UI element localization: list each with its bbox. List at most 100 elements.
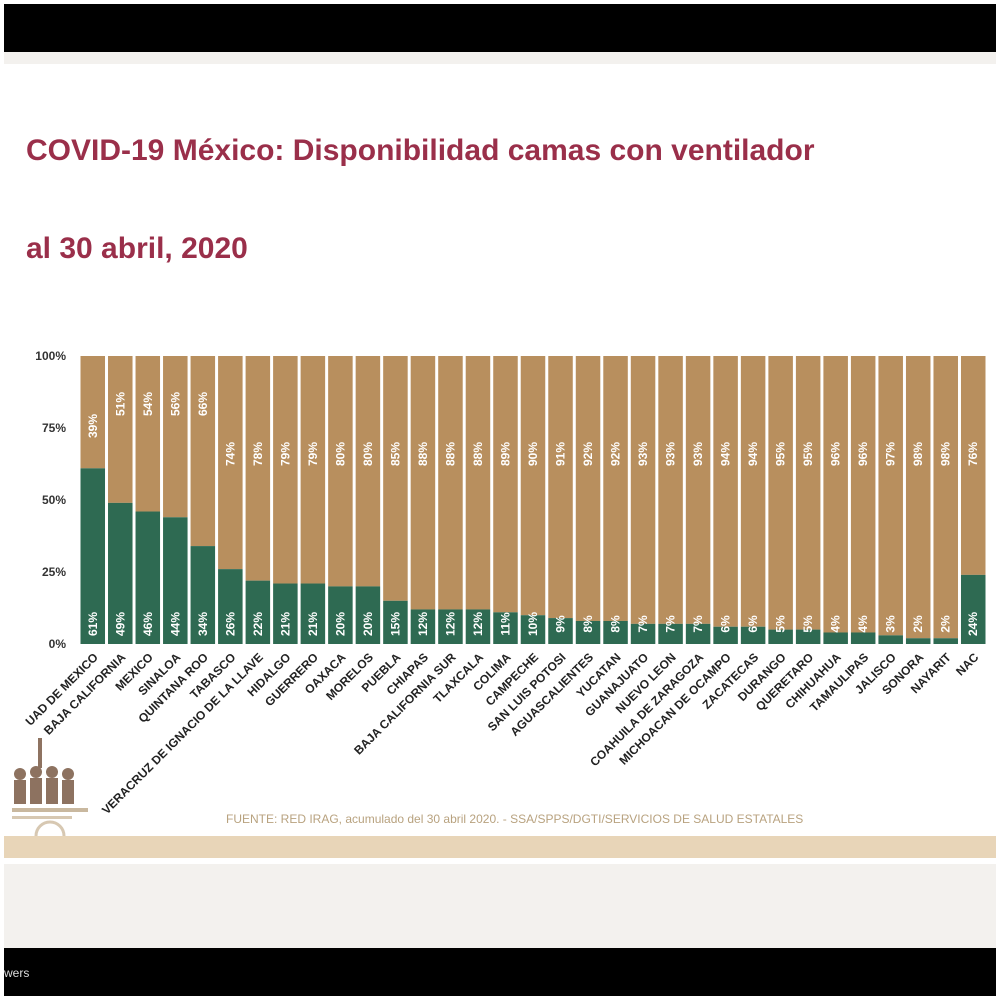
presentation-slide: COVID-19 México: Disponibilidad camas co…: [4, 64, 996, 864]
bar-occupied: [713, 626, 738, 644]
data-label-available: 88%: [443, 442, 457, 466]
y-tick-label: 75%: [42, 421, 66, 435]
data-label-available: 97%: [884, 442, 898, 466]
bar-available: [960, 356, 986, 575]
bar-available: [80, 356, 106, 469]
data-label-available: 88%: [416, 442, 430, 466]
bar-available: [768, 356, 793, 630]
data-label-occupied: 5%: [801, 615, 815, 633]
bar-occupied: [80, 468, 106, 644]
bar-occupied: [493, 612, 518, 644]
bar-occupied: [135, 511, 161, 644]
data-label-available: 98%: [911, 442, 925, 466]
data-label-available: 78%: [251, 442, 265, 466]
bar-available: [823, 356, 848, 633]
bar-occupied: [163, 517, 188, 644]
data-label-available: 92%: [581, 442, 595, 466]
data-label-occupied: 21%: [278, 612, 292, 636]
bar-occupied: [273, 583, 298, 644]
data-label-occupied: 6%: [719, 615, 733, 633]
bar-available: [465, 356, 491, 610]
data-label-occupied: 2%: [911, 615, 925, 633]
data-label-occupied: 2%: [939, 615, 953, 633]
bar-occupied: [658, 623, 683, 644]
data-label-available: 94%: [746, 442, 760, 466]
bar-available: [410, 356, 436, 610]
bar-occupied: [603, 620, 628, 644]
bar-occupied: [933, 638, 958, 644]
data-label-available: 91%: [554, 442, 568, 466]
bar-available: [520, 356, 546, 616]
bar-available: [135, 356, 161, 512]
bar-occupied: [823, 632, 848, 644]
y-tick-label: 25%: [42, 565, 66, 579]
bar-occupied: [300, 583, 326, 644]
data-label-available: 76%: [966, 442, 980, 466]
bar-occupied: [465, 609, 491, 644]
data-label-occupied: 20%: [361, 612, 375, 636]
bar-occupied: [410, 609, 436, 644]
data-label-available: 95%: [801, 442, 815, 466]
data-label-occupied: 26%: [223, 612, 237, 636]
bar-available: [878, 356, 903, 636]
bar-occupied: [328, 586, 353, 644]
data-label-available: 80%: [361, 442, 375, 466]
bar-available: [108, 356, 133, 503]
data-label-available: 90%: [526, 442, 540, 466]
data-label-occupied: 8%: [581, 615, 595, 633]
data-label-available: 88%: [471, 442, 485, 466]
y-tick-label: 50%: [42, 493, 66, 507]
caption-fragment: wers: [4, 966, 30, 980]
bar-available: [905, 356, 931, 639]
bar-occupied: [548, 618, 573, 644]
bar-available: [300, 356, 326, 584]
data-label-occupied: 44%: [168, 612, 182, 636]
bar-available: [190, 356, 216, 547]
bar-occupied: [108, 502, 133, 644]
bar-occupied: [795, 629, 821, 644]
bar-occupied: [960, 574, 986, 644]
data-label-occupied: 20%: [333, 612, 347, 636]
bar-occupied: [438, 609, 463, 644]
bar-available: [603, 356, 628, 621]
data-label-occupied: 3%: [884, 615, 898, 633]
bar-available: [575, 356, 601, 621]
bar-occupied: [355, 586, 381, 644]
data-label-available: 85%: [388, 442, 402, 466]
stacked-bar-chart: 0%25%50%75%100%39%61%UAD DE MEXICO51%49%…: [23, 349, 986, 817]
data-label-occupied: 11%: [498, 612, 512, 636]
bar-available: [163, 356, 188, 518]
data-label-occupied: 12%: [443, 612, 457, 636]
bar-occupied: [740, 626, 766, 644]
bar-occupied: [850, 632, 876, 644]
data-label-available: 51%: [113, 392, 127, 416]
video-frame: COVID-19 México: Disponibilidad camas co…: [4, 4, 996, 996]
data-label-occupied: 61%: [86, 612, 100, 636]
data-label-available: 56%: [168, 392, 182, 416]
bar-available: [933, 356, 958, 639]
data-label-occupied: 46%: [141, 612, 155, 636]
bar-available: [795, 356, 821, 630]
data-label-occupied: 6%: [746, 615, 760, 633]
category-label: NAC: [953, 650, 982, 679]
bar-available: [630, 356, 656, 624]
data-label-available: 95%: [774, 442, 788, 466]
letterbox-bottom: wers: [4, 948, 996, 996]
data-label-available: 93%: [691, 442, 705, 466]
data-label-available: 94%: [719, 442, 733, 466]
data-label-occupied: 10%: [526, 612, 540, 636]
data-label-available: 80%: [333, 442, 347, 466]
bar-available: [245, 356, 271, 581]
bar-occupied: [218, 569, 243, 644]
data-label-available: 89%: [498, 442, 512, 466]
data-label-occupied: 4%: [829, 615, 843, 633]
bar-available: [328, 356, 353, 587]
bar-available: [273, 356, 298, 584]
data-label-available: 74%: [223, 442, 237, 466]
bar-occupied: [905, 638, 931, 644]
bar-occupied: [685, 623, 711, 644]
bar-occupied: [190, 546, 216, 644]
data-label-occupied: 12%: [471, 612, 485, 636]
data-label-available: 66%: [196, 392, 210, 416]
data-label-occupied: 24%: [966, 612, 980, 636]
